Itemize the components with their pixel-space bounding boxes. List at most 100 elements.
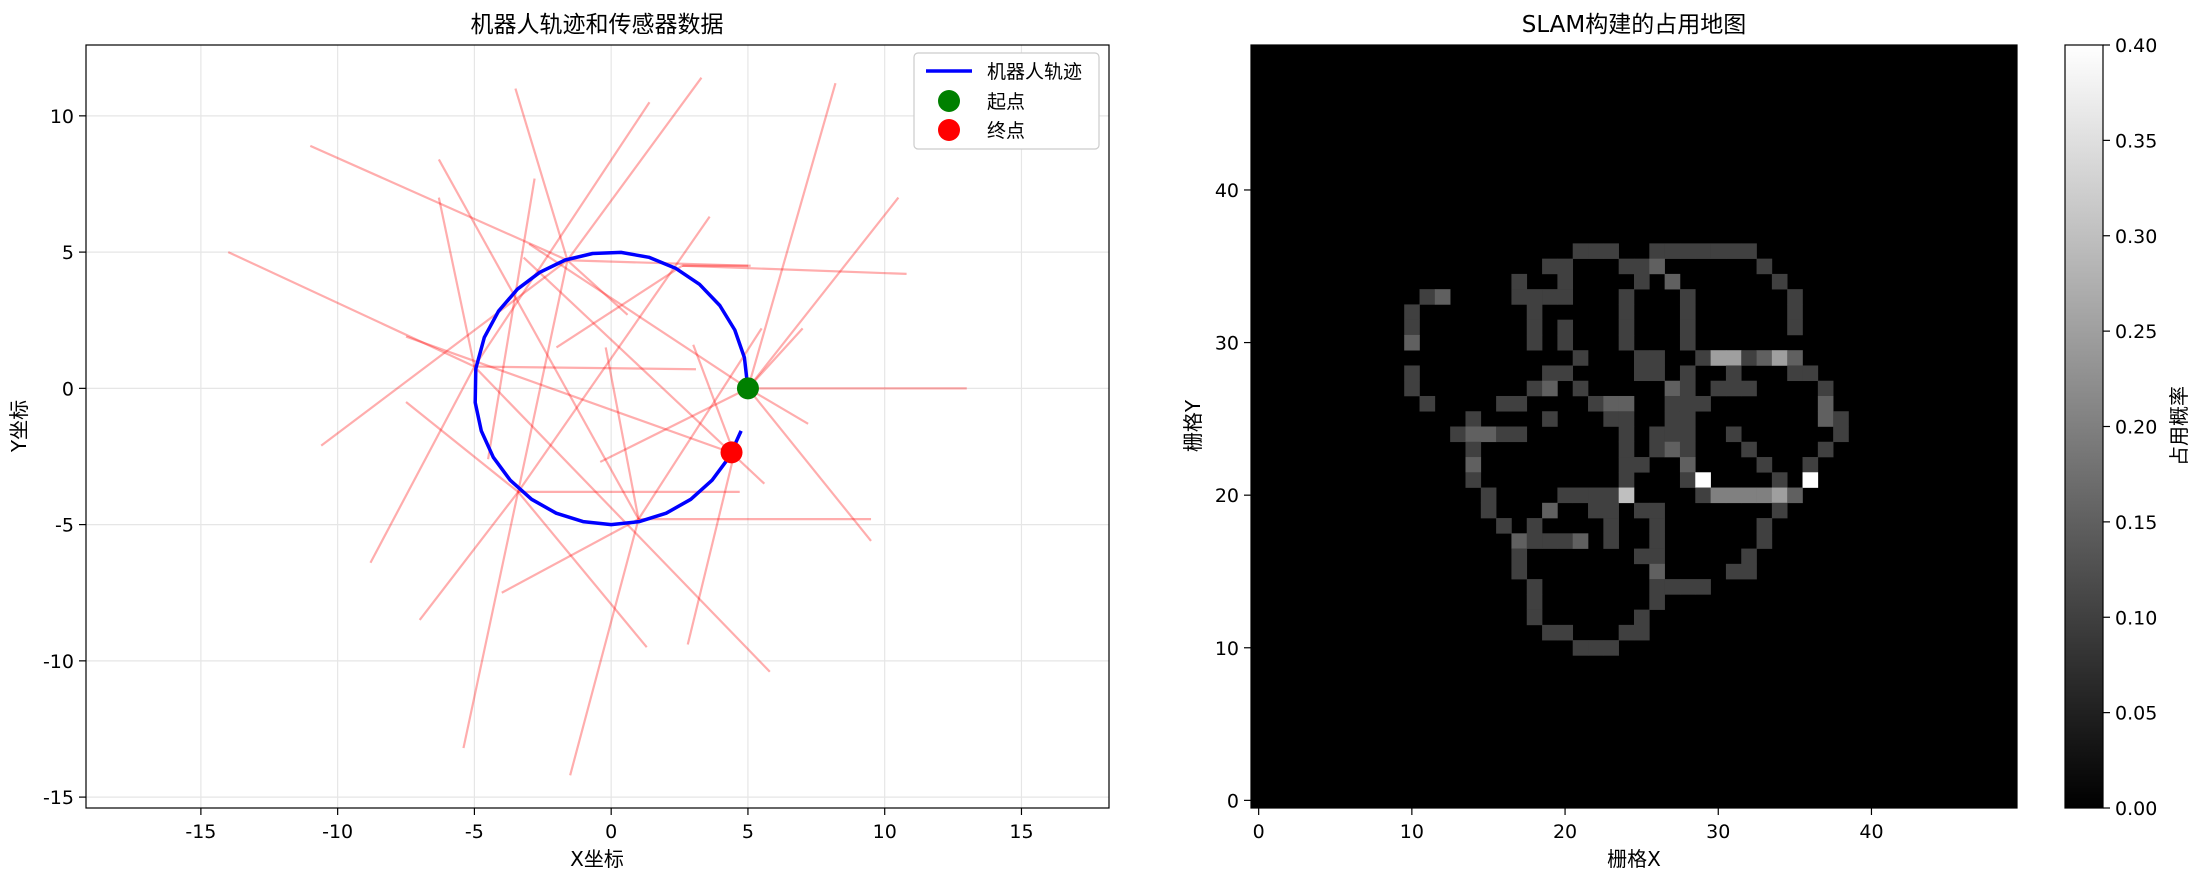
occupancy-cell [1679, 243, 1696, 259]
sensor-ray [604, 347, 640, 520]
occupancy-cell [1588, 487, 1604, 504]
colorbar-label: 占用概率 [2167, 386, 2191, 466]
sensor-ray [501, 518, 640, 594]
trajectory-y-axis-label: Y坐标 [7, 400, 31, 453]
occupancy-cell [1664, 380, 1681, 397]
occupancy-cell [1572, 380, 1589, 397]
start-point-marker [736, 377, 759, 400]
occupancy-cell [1649, 518, 1665, 534]
occupancy-cell [1679, 426, 1696, 443]
occupancy-cell [1511, 289, 1528, 305]
occupancy-cell [1542, 380, 1558, 397]
trajectory-y-ticks: -15 -10 -5 0 5 10 [43, 106, 86, 809]
occupancy-cell [1649, 563, 1665, 580]
occupancy-cell [1833, 426, 1849, 443]
occupancy-cell [1603, 533, 1619, 549]
occupancy-cell [1679, 441, 1696, 458]
occupancy-cell [1526, 579, 1543, 595]
occupancy-cell [1618, 334, 1635, 351]
legend-box [913, 52, 1100, 150]
occupancy-cell [1634, 258, 1650, 275]
occupancy-cell [1817, 411, 1834, 427]
occupancy-cell [1695, 350, 1711, 366]
x-tick-label: -15 [185, 821, 216, 843]
occupancy-cell [1526, 518, 1543, 534]
colorbar-gradient [2064, 44, 2104, 809]
trajectory-x-axis-label: X坐标 [570, 847, 624, 871]
occupancy-cell [1710, 243, 1727, 259]
occupancy-cell [1511, 426, 1528, 443]
occupancy-cell [1526, 594, 1543, 610]
occupancy-cell [1634, 273, 1650, 290]
occupancy-cell [1679, 319, 1696, 336]
occupancy-cell [1603, 395, 1619, 412]
colorbar-tick-label: 0.30 [2115, 226, 2157, 248]
occupancy-cell [1817, 441, 1834, 458]
occupancy-cell [1404, 380, 1420, 397]
occupancy-cell [1679, 334, 1696, 351]
occupancy-cell [1710, 380, 1727, 397]
sensor-ray [474, 365, 696, 371]
occupancy-cell [1679, 304, 1696, 320]
occupancy-cell [1649, 350, 1665, 366]
occupancy-cells [1404, 243, 1849, 656]
sensor-ray [682, 264, 907, 275]
sensor-ray [746, 82, 837, 389]
occupancy-cell [1526, 533, 1543, 549]
occupancy-map-frame [1250, 44, 2018, 809]
x-tick-label: -5 [465, 821, 484, 843]
colorbar: 0.00 0.05 0.10 0.15 0.20 0.25 0.30 0.35 0.40 占用概… [2064, 35, 2191, 820]
legend-label-end: 终点 [987, 120, 1025, 142]
occupancy-cell [1618, 487, 1635, 504]
x-tick-label: -10 [322, 821, 353, 843]
occupancy-cell [1756, 258, 1773, 275]
occupancy-cell [1741, 487, 1757, 504]
x-tick-label: 10 [873, 821, 897, 843]
trajectory-axes-frame [85, 44, 1110, 809]
occupancy-cell [1496, 426, 1512, 443]
occupancy-cell [1618, 258, 1635, 275]
legend-swatch-end [938, 119, 960, 141]
occupancy-cell [1572, 243, 1589, 259]
occupancy-cell [1419, 289, 1436, 305]
occupancy-cell [1480, 487, 1497, 504]
occupancy-cell [1496, 518, 1512, 534]
trajectory-line [473, 250, 750, 527]
sensor-ray [517, 216, 711, 493]
occupancy-cell [1695, 395, 1711, 412]
occupancy-cell [1511, 548, 1528, 565]
colorbar-tick-label: 0.20 [2115, 417, 2157, 439]
sensor-ray [517, 491, 648, 648]
occupancy-cell [1756, 518, 1773, 534]
occupancy-cell [1588, 243, 1604, 259]
legend-swatch-start [938, 90, 960, 112]
sensor-ray [369, 366, 476, 564]
occupancy-cell [1542, 533, 1558, 549]
occupancy-cell [1634, 609, 1650, 626]
sensor-ray [320, 259, 569, 447]
colorbar-ticks: 0.00 0.05 0.10 0.15 0.20 0.25 0.30 0.35 0.40 [2103, 35, 2157, 820]
sensor-ray [569, 518, 640, 776]
occupancy-cell [1664, 441, 1681, 458]
occupancy-cell [1618, 441, 1635, 458]
occupancy-cell [1542, 289, 1558, 305]
y-tick-label: 30 [1215, 333, 1239, 355]
occupancy-cell [1618, 395, 1635, 412]
sensor-ray [227, 251, 475, 368]
sensor-ray [462, 260, 569, 749]
occupancy-cell [1634, 365, 1650, 382]
occupancy-cell [1695, 487, 1711, 504]
occupancy-cell [1664, 579, 1681, 595]
occupancy-cell [1588, 640, 1604, 656]
colorbar-tick-label: 0.25 [2115, 321, 2157, 343]
trajectory-chart-title: 机器人轨迹和传感器数据 [471, 12, 724, 38]
occupancy-cell [1649, 426, 1665, 443]
occupancy-cell [1771, 502, 1788, 519]
occupancy-cell [1511, 563, 1528, 580]
occupancy-cell [1741, 350, 1757, 366]
occupancy-cell [1526, 380, 1543, 397]
sensor-ray [566, 77, 703, 261]
sensor-ray [555, 264, 683, 349]
occupancy-cell [1557, 487, 1574, 504]
occupancy-cell [1649, 243, 1665, 259]
